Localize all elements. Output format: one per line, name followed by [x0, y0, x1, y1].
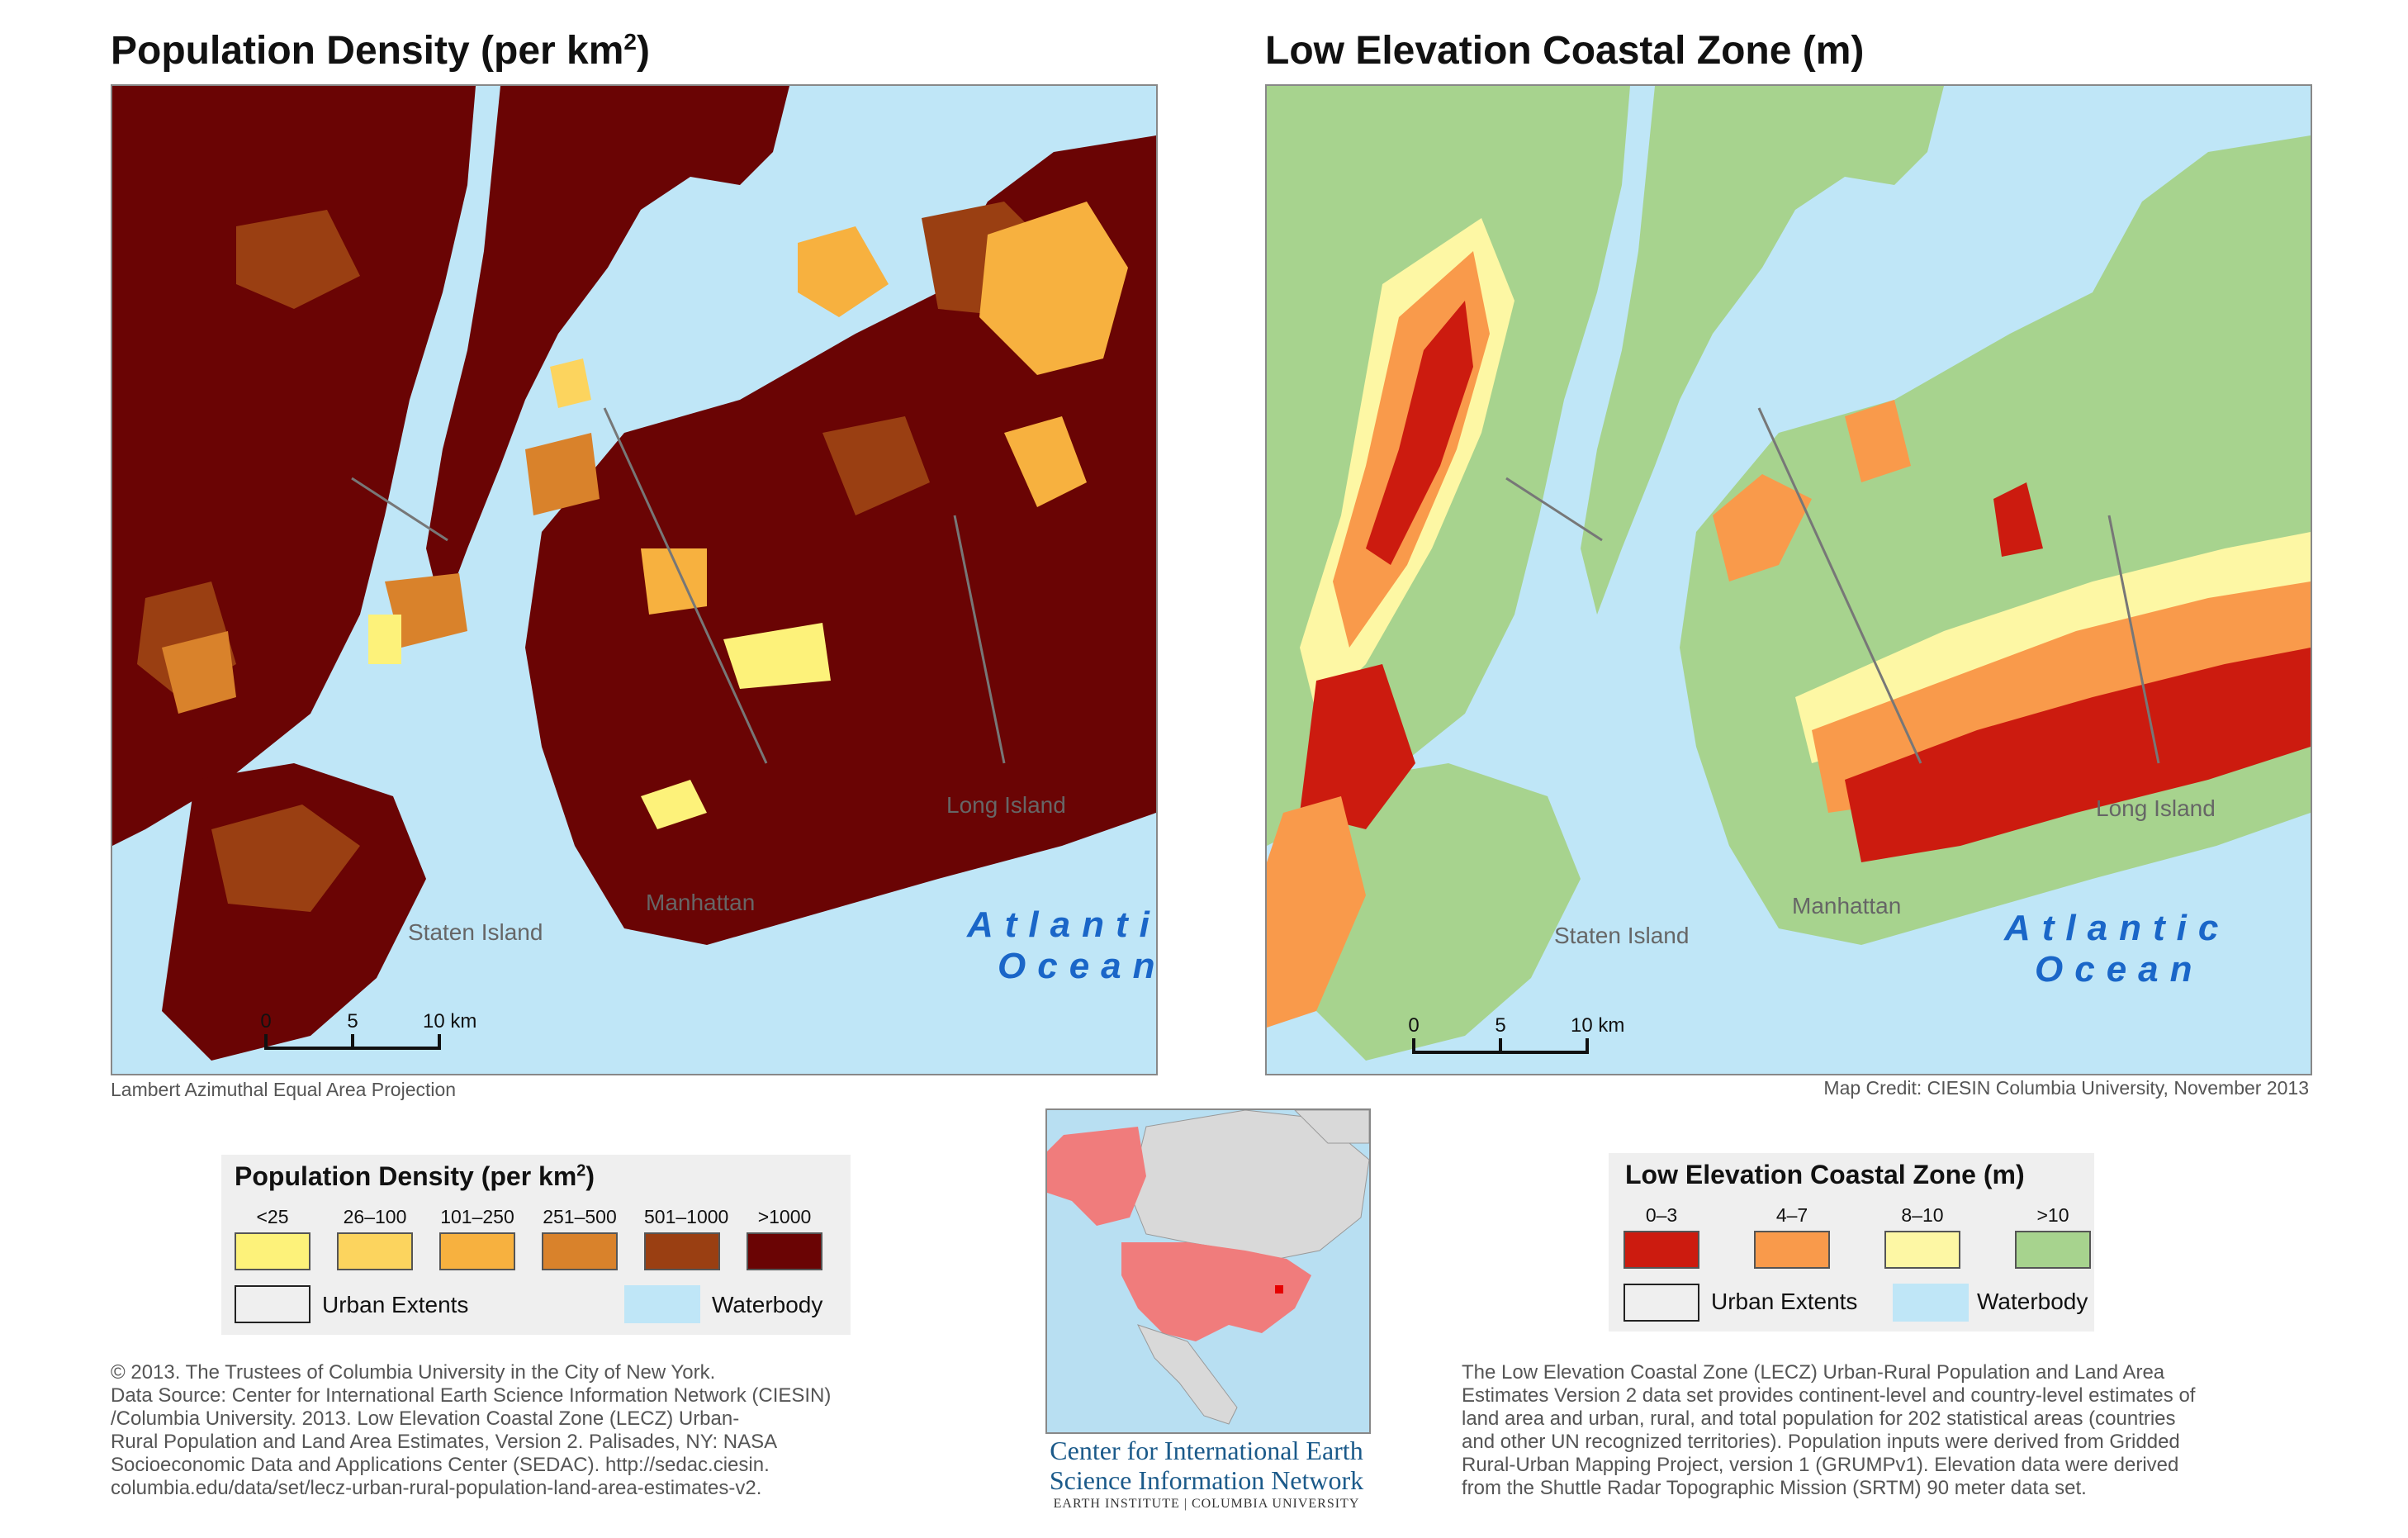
urban-extents-label: Urban Extents: [1711, 1289, 1858, 1314]
lecz-map-title: Low Elevation Coastal Zone (m): [1265, 29, 1865, 73]
projection-note: Lambert Azimuthal Equal Area Projection: [111, 1079, 457, 1100]
scale-tick-5: 5: [347, 1010, 358, 1032]
manhattan-label: Manhattan: [646, 890, 755, 915]
lecz-class-label-3: 8–10: [1901, 1204, 1944, 1226]
density-class-label-3: 101–250: [440, 1206, 514, 1227]
legend-title: Low Elevation Coastal Zone (m): [1625, 1160, 2025, 1189]
urban-extents-swatch: [235, 1285, 310, 1323]
map-credit: Map Credit: CIESIN Columbia University, …: [1823, 1077, 2309, 1099]
density-class-label-2: 26–100: [343, 1206, 407, 1227]
org-line-2: Science Information Network: [1049, 1465, 1364, 1495]
waterbody-swatch: [624, 1285, 700, 1323]
north-america-locator-map: [1045, 1108, 1371, 1434]
ocean-label: Ocean: [2035, 949, 2204, 990]
lecz-class-label-2: 4–7: [1775, 1204, 1808, 1226]
nyc-marker: [1275, 1285, 1283, 1294]
urban-extents-label: Urban Extents: [322, 1292, 469, 1317]
lecz-swatch-2: [1754, 1231, 1830, 1269]
ciesin-logo: Center for International Earth Science I…: [1029, 1436, 1384, 1513]
density-class-label-1: <25: [256, 1206, 289, 1227]
population-density-legend: Population Density (per km2) <25 26–100 …: [221, 1155, 851, 1335]
lecz-class-label-1: 0–3: [1645, 1204, 1678, 1226]
lecz-legend: Low Elevation Coastal Zone (m) 0–3 4–7 8…: [1609, 1153, 2094, 1332]
population-density-map-canvas: Staten Island Manhattan Long Island Atla…: [112, 86, 1156, 1074]
lecz-map[interactable]: Staten Island Manhattan Long Island Atla…: [1265, 84, 2312, 1075]
lecz-swatch-3: [1884, 1231, 1960, 1269]
atlantic-ocean-label: Atlantic: [2003, 908, 2230, 948]
population-density-map[interactable]: Staten Island Manhattan Long Island Atla…: [111, 84, 1158, 1075]
density-swatch-2: [337, 1232, 413, 1270]
scale-tick-10: 10 km: [423, 1010, 476, 1032]
locator-map-canvas: [1047, 1110, 1369, 1432]
waterbody-swatch: [1893, 1284, 1969, 1322]
population-density-map-title: Population Density (per km2): [111, 29, 650, 73]
density-swatch-1: [235, 1232, 310, 1270]
lecz-swatch-1: [1624, 1231, 1699, 1269]
lecz-map-canvas: Staten Island Manhattan Long Island Atla…: [1267, 86, 2311, 1074]
density-swatch-5: [644, 1232, 720, 1270]
long-island-label: Long Island: [2096, 795, 2216, 821]
lecz-swatch-4: [2015, 1231, 2091, 1269]
density-swatch-4: [542, 1232, 618, 1270]
density-swatch-3: [439, 1232, 515, 1270]
ocean-label: Ocean: [998, 946, 1156, 986]
scale-tick-5: 5: [1495, 1014, 1505, 1037]
scale-tick-0: 0: [1408, 1014, 1419, 1037]
long-island-label: Long Island: [946, 792, 1066, 818]
legend-title: Population Density (per km2): [235, 1161, 595, 1191]
lecz-class-label-4: >10: [2036, 1204, 2069, 1226]
org-line-1: Center for International Earth: [1050, 1436, 1363, 1465]
density-class-label-4: 251–500: [543, 1206, 617, 1227]
waterbody-label: Waterbody: [1977, 1289, 2088, 1314]
scale-bar: 0 5 10 km: [1408, 1014, 1624, 1054]
urban-extents-swatch: [1624, 1284, 1699, 1322]
org-line-3: EARTH INSTITUTE | COLUMBIA UNIVERSITY: [1053, 1497, 1360, 1511]
data-source-text: © 2013. The Trustees of Columbia Univers…: [111, 1361, 832, 1499]
staten-island-label: Staten Island: [1554, 923, 1689, 948]
atlantic-ocean-label: Atlantic: [966, 904, 1156, 945]
dataset-description-text: The Low Elevation Coastal Zone (LECZ) Ur…: [1462, 1361, 2196, 1499]
density-class-label-5: 501–1000: [644, 1206, 729, 1227]
scale-tick-10: 10 km: [1571, 1014, 1624, 1037]
waterbody-label: Waterbody: [712, 1292, 823, 1317]
staten-island-label: Staten Island: [408, 919, 543, 945]
scale-tick-0: 0: [260, 1010, 271, 1032]
manhattan-label: Manhattan: [1792, 893, 1901, 919]
scale-bar: 0 5 10 km: [260, 1010, 476, 1050]
density-swatch-6: [747, 1232, 822, 1270]
density-class-label-6: >1000: [757, 1206, 812, 1227]
